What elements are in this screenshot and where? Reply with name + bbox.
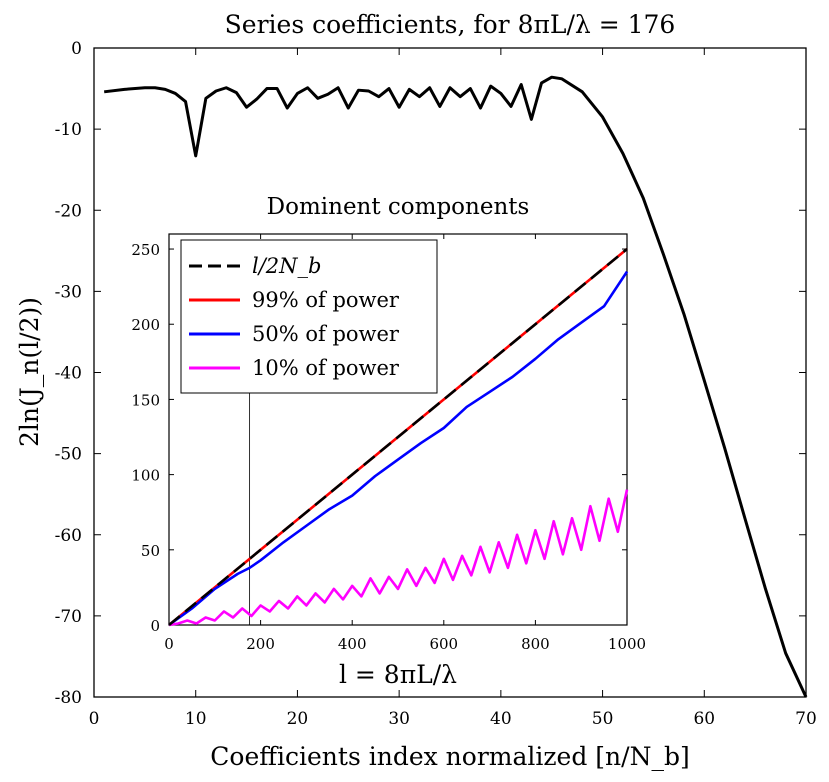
main-series-line-0	[103, 75, 808, 698]
inset-series-line-1	[168, 270, 629, 627]
main-y-tick-label: -50	[55, 445, 82, 465]
inset-y-tick-label: 50	[141, 542, 160, 560]
main-y-tick-label: -10	[55, 120, 82, 140]
main-x-tick-label: 20	[287, 709, 309, 729]
inset-title: Dominent components	[267, 194, 530, 220]
inset-legend: l/2N_b 99% of power 50% of power 10% of …	[180, 239, 438, 394]
main-y-tick-label: -40	[55, 364, 82, 384]
main-x-tick-label: 10	[185, 709, 207, 729]
main-x-tick-label: 60	[693, 709, 715, 729]
main-y-tick-label: -20	[55, 201, 82, 221]
main-y-tick-label: -70	[55, 607, 82, 627]
inset-ticks: 0 200 400 600 800 1000 0 50 100 150 200 250	[131, 234, 646, 653]
legend-label-50: 50% of power	[252, 322, 400, 346]
inset-x-tick-label: 1000	[608, 635, 646, 653]
main-series	[103, 75, 808, 698]
legend-label-99: 99% of power	[252, 288, 400, 312]
inset-series-line-2	[168, 489, 629, 627]
main-ticks: 0 10 20 30 40 50 60 70 0 -10 -20 -30 -40 -50 -60 -70 -80	[55, 39, 817, 729]
main-x-tick-label: 50	[592, 709, 614, 729]
inset-x-tick-label: 0	[164, 635, 174, 653]
inset-x-tick-label: 400	[338, 635, 367, 653]
inset-series-line-3	[168, 248, 628, 627]
inset-y-tick-label: 150	[131, 391, 160, 409]
inset-y-tick-label: 200	[131, 316, 160, 334]
main-x-tick-label: 30	[388, 709, 410, 729]
inset-x-axis-label: l = 8πL/λ	[339, 660, 457, 689]
main-y-axis-label: 2ln(J_n(l/2))	[15, 297, 44, 447]
main-x-axis-label: Coefficients index normalized [n/N_b]	[210, 742, 689, 771]
inset-x-tick-label: 800	[521, 635, 550, 653]
legend-label-10: 10% of power	[252, 356, 400, 380]
main-x-tick-label: 0	[89, 709, 100, 729]
inset-y-tick-label: 0	[150, 617, 160, 635]
main-y-tick-label: 0	[71, 39, 82, 59]
main-y-tick-label: -60	[55, 526, 82, 546]
inset-chart: 0 200 400 600 800 1000 0 50 100 150 200 250 Dominen…	[131, 194, 646, 689]
main-x-tick-label: 40	[490, 709, 512, 729]
main-x-tick-label: 70	[795, 709, 817, 729]
legend-label-ratio: l/2N_b	[252, 254, 321, 278]
inset-x-tick-label: 600	[429, 635, 458, 653]
inset-series	[168, 248, 629, 627]
inset-x-tick-label: 200	[246, 635, 275, 653]
inset-y-tick-label: 250	[131, 241, 160, 259]
inset-y-tick-label: 100	[131, 467, 160, 485]
main-y-tick-label: -30	[55, 282, 82, 302]
main-title: Series coefficients, for 8πL/λ = 176	[225, 10, 676, 39]
main-y-tick-label: -80	[55, 688, 82, 708]
